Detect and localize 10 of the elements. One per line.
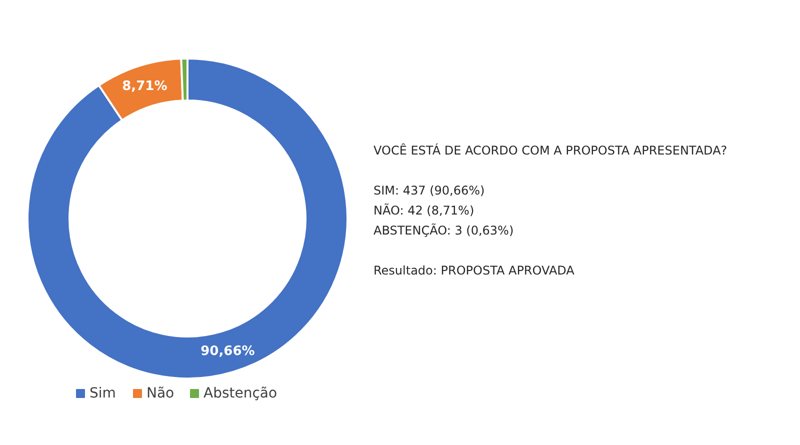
legend-label: Não — [146, 386, 174, 402]
legend-label: Abstenção — [204, 386, 278, 402]
text: NÃO: 42 (8,71%) — [374, 202, 474, 218]
data-label: 8,71% — [122, 78, 168, 94]
text: ABSTENÇÃO: 3 (0,63%) — [374, 222, 514, 238]
text: VOCÊ ESTÁ DE ACORDO COM A PROPOSTA APRESENTADA? — [374, 142, 728, 158]
text: SIM: 437 (90,66%) — [374, 184, 485, 198]
legend-label: Sim — [90, 386, 116, 402]
data-label: 90,66% — [200, 344, 255, 360]
text: Resultado: PROPOSTA APROVADA — [374, 264, 576, 278]
